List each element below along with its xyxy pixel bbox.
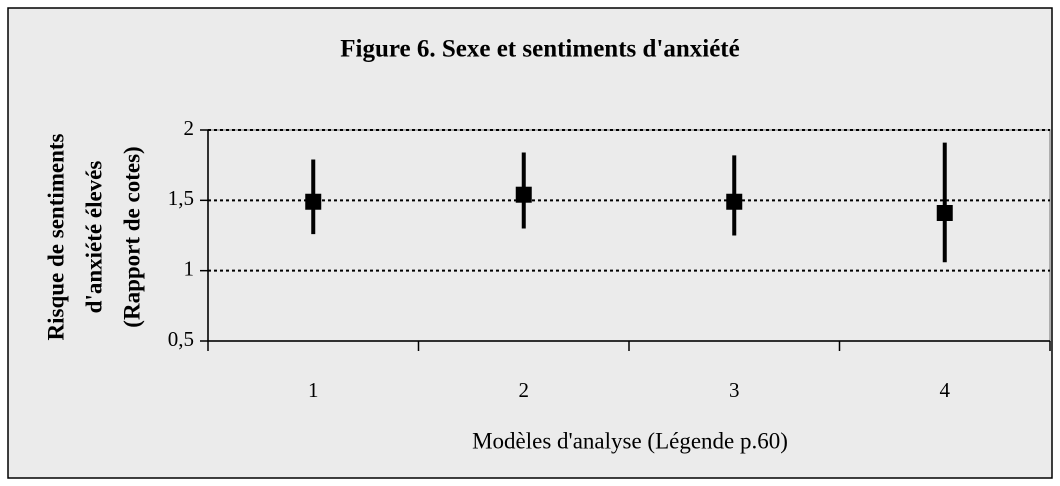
y-tick-label: 0,5	[168, 327, 194, 351]
y-tick-label: 1	[184, 256, 195, 280]
point-marker	[515, 186, 532, 203]
x-tick-label: 4	[940, 378, 951, 402]
point-marker	[936, 204, 953, 221]
y-axis-label: Risque de sentiments d'anxiété élevés (R…	[43, 133, 144, 340]
chart-title: Figure 6. Sexe et sentiments d'anxiété	[340, 36, 739, 63]
y-axis-label-line: Risque de sentiments	[43, 133, 68, 340]
x-tick-label: 1	[308, 378, 319, 402]
y-tick-label: 1,5	[168, 186, 194, 210]
x-axis-label: Modèles d'analyse (Légende p.60)	[472, 428, 788, 453]
y-tick-label: 2	[184, 116, 195, 140]
chart-frame	[7, 7, 1053, 479]
x-tick-label: 2	[519, 378, 530, 402]
point-marker	[726, 193, 743, 210]
point-marker	[305, 193, 322, 210]
y-axis-label-line: d'anxiété élevés	[81, 161, 106, 314]
x-tick-label: 3	[729, 378, 740, 402]
y-axis-label-line: (Rapport de cotes)	[119, 146, 144, 327]
